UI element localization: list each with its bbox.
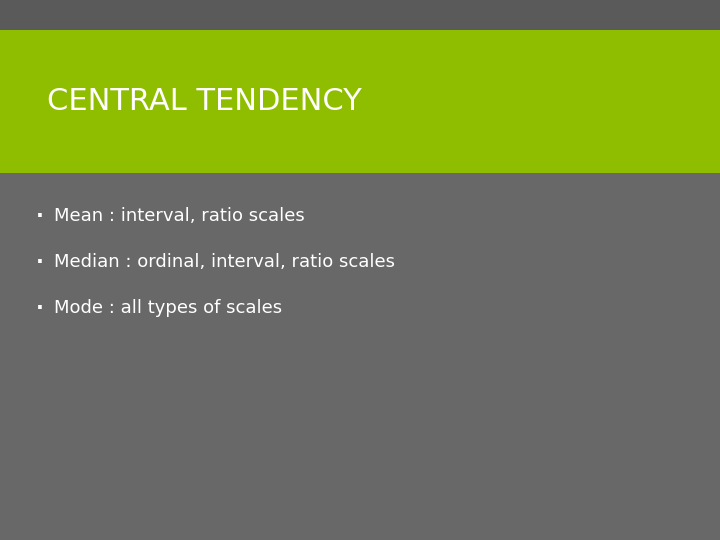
Text: ·: · [36,298,43,318]
Text: Mean : interval, ratio scales: Mean : interval, ratio scales [54,207,305,225]
Text: CENTRAL TENDENCY: CENTRAL TENDENCY [47,87,361,116]
Bar [0,0,720,30]
Bar [0,30,720,173]
Text: ·: · [36,252,43,272]
Text: Median : ordinal, interval, ratio scales: Median : ordinal, interval, ratio scales [54,253,395,271]
Text: Mode : all types of scales: Mode : all types of scales [54,299,282,317]
Text: ·: · [36,206,43,226]
